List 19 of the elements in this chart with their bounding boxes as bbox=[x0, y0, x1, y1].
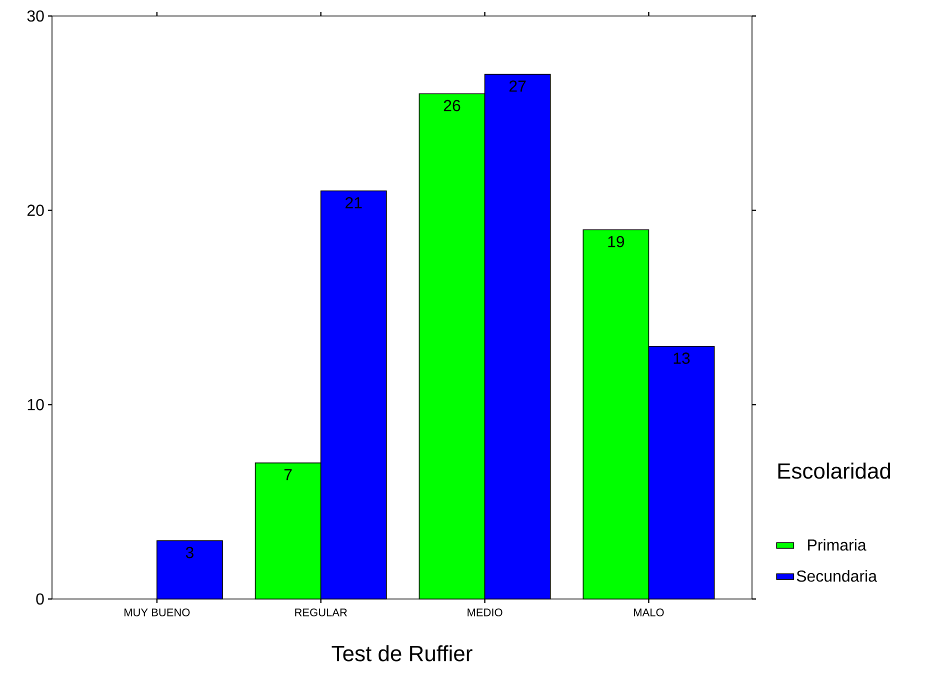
data-label: 21 bbox=[346, 197, 362, 208]
x-axis-title: Test de Ruffier bbox=[332, 645, 472, 662]
y-tick-label: 20 bbox=[27, 204, 44, 216]
x-tick-label: MUY BUENO bbox=[124, 608, 190, 616]
data-label: 19 bbox=[608, 236, 624, 248]
data-label: 13 bbox=[674, 352, 690, 364]
x-tick-label: MALO bbox=[634, 608, 664, 616]
y-tick-label: 0 bbox=[36, 593, 44, 605]
legend-label: Secundaria bbox=[796, 570, 877, 582]
data-label: 26 bbox=[444, 100, 460, 112]
legend-title: Escolaridad bbox=[778, 462, 890, 479]
x-tick-label: MEDIO bbox=[468, 608, 502, 616]
y-tick-label: 30 bbox=[27, 10, 44, 22]
data-label: 3 bbox=[186, 546, 194, 558]
x-tick-label: REGULAR bbox=[295, 608, 347, 616]
y-tick-label: 10 bbox=[28, 398, 44, 410]
data-label: 27 bbox=[509, 80, 526, 92]
data-label: 7 bbox=[284, 469, 292, 480]
legend-label: Primaria bbox=[808, 538, 866, 551]
